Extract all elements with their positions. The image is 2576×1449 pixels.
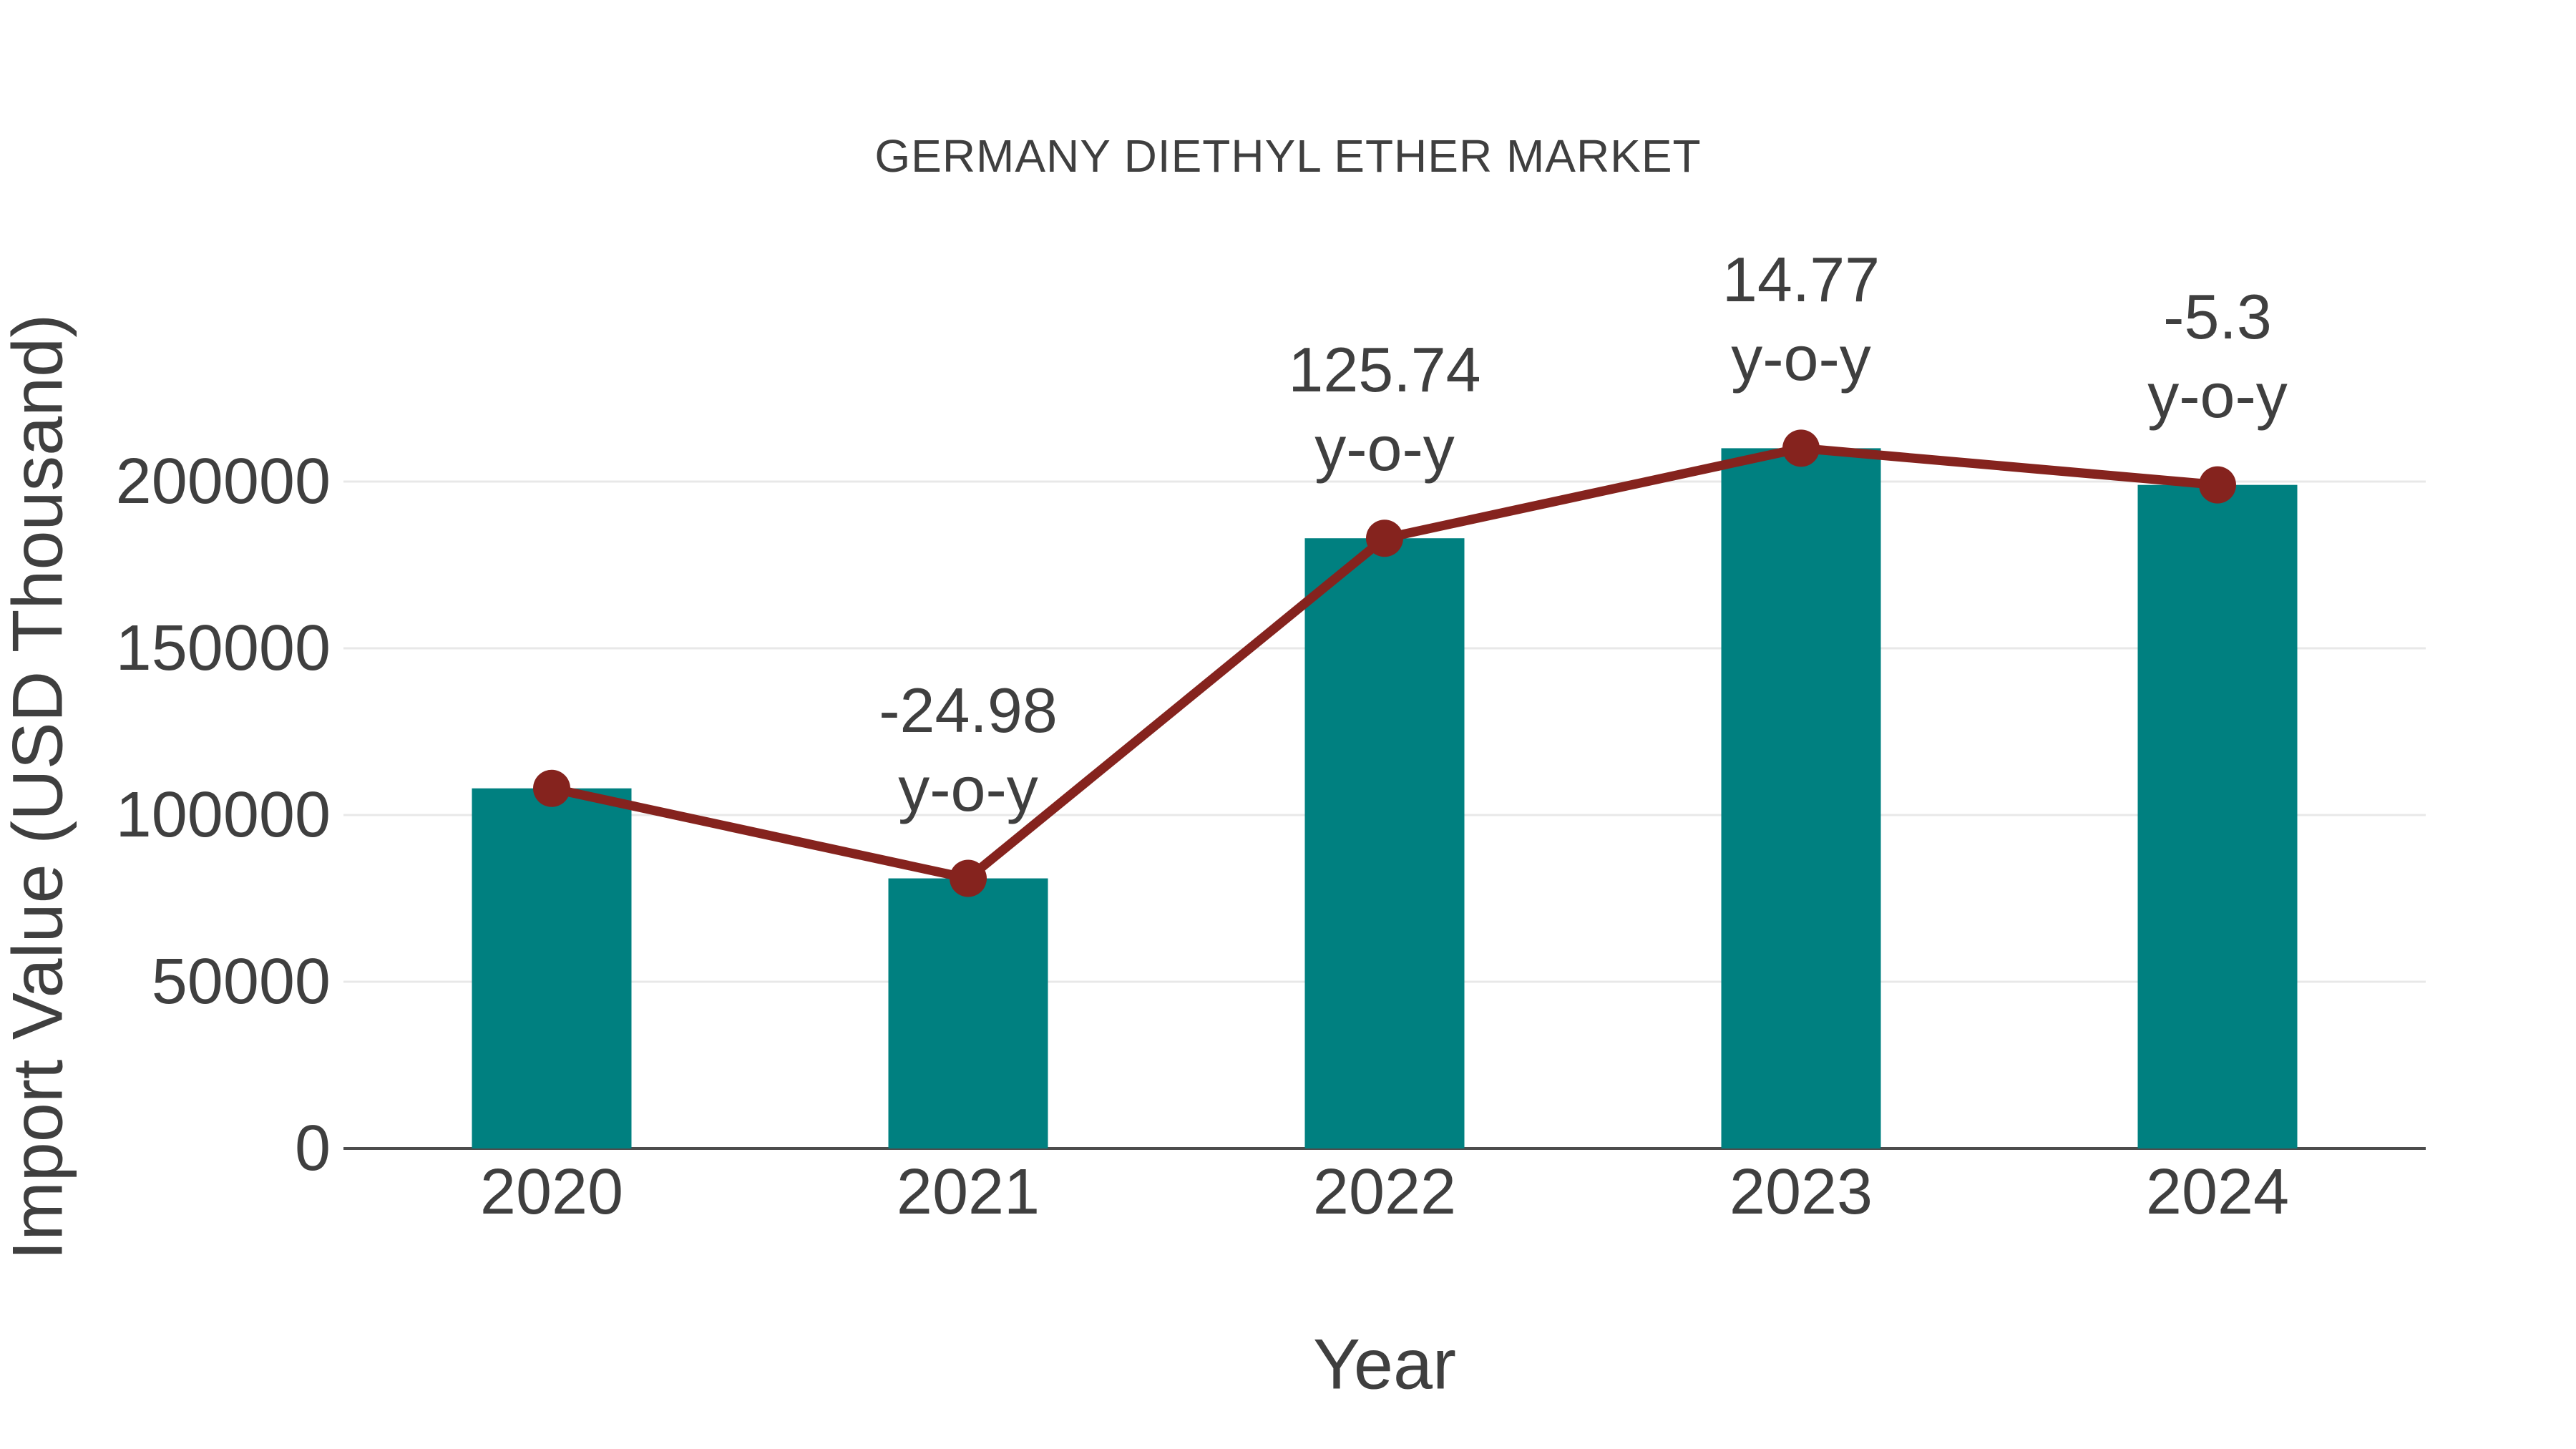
yoy-value: -5.3 <box>2163 280 2272 352</box>
x-tick-label-2022: 2022 <box>1312 1156 1457 1228</box>
marker-2022 <box>1366 519 1403 557</box>
yoy-value: 125.74 <box>1288 334 1481 406</box>
x-axis-title: Year <box>1312 1324 1457 1404</box>
y-tick-label-100000: 100000 <box>115 779 331 851</box>
y-tick-label-0: 0 <box>294 1113 331 1184</box>
x-tick-label-2023: 2023 <box>1729 1156 1873 1228</box>
bar-2023 <box>1721 448 1881 1148</box>
yoy-suffix: y-o-y <box>2147 359 2288 431</box>
marker-2020 <box>533 769 570 807</box>
y-tick-label-50000: 50000 <box>151 946 331 1018</box>
x-tick-label-2024: 2024 <box>2145 1156 2290 1228</box>
yoy-annotation-2022: 125.74 y-o-y <box>1134 331 1635 488</box>
marker-2023 <box>1782 429 1820 467</box>
yoy-suffix: y-o-y <box>1314 413 1455 484</box>
x-tick-label-2021: 2021 <box>896 1156 1040 1228</box>
yoy-value: -24.98 <box>879 674 1058 746</box>
yoy-annotation-2021: -24.98 y-o-y <box>718 671 1219 829</box>
x-tick-label-2020: 2020 <box>479 1156 624 1228</box>
bar-2022 <box>1304 538 1465 1148</box>
chart-title: GERMANY DIETHYL ETHER MARKET <box>874 130 1702 182</box>
y-tick-label-150000: 150000 <box>115 613 331 684</box>
yoy-suffix: y-o-y <box>898 753 1038 824</box>
marker-2021 <box>950 859 987 897</box>
y-tick-label-200000: 200000 <box>115 446 331 517</box>
bar-2024 <box>2137 484 2298 1148</box>
yoy-suffix: y-o-y <box>1731 323 1871 394</box>
marker-2024 <box>2199 466 2236 504</box>
yoy-annotation-2024: -5.3 y-o-y <box>1967 278 2468 435</box>
bar-2021 <box>888 878 1048 1148</box>
y-axis-title: Import Value (USD Thousand) <box>0 313 77 1261</box>
yoy-value: 14.77 <box>1722 244 1880 316</box>
bar-2020 <box>472 788 632 1148</box>
yoy-annotation-2023: 14.77 y-o-y <box>1551 240 2051 398</box>
